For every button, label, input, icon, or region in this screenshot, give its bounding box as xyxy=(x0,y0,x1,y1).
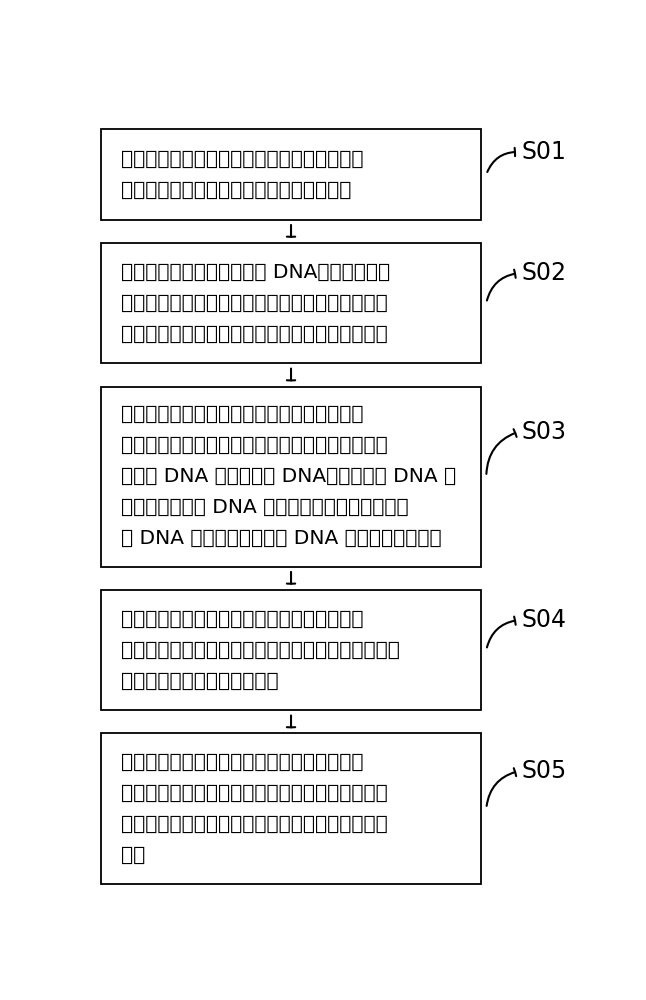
Bar xyxy=(101,733,481,884)
Text: 含有星型胶质细胞和小胶质细胞的细胞悬浮液
从进液孔输送至石英管内，然后在脑微血管内皮细
胞单层的表面进行黏附生长，得到血脑屏障体外模
型。: 含有星型胶质细胞和小胶质细胞的细胞悬浮液 从进液孔输送至石英管内，然后在脑微血管… xyxy=(121,753,388,865)
Text: 提供两端开口的石英管，石英管的侧壁上端设
有进液孔，石英管的侧壁下端设有出液孔；: 提供两端开口的石英管，石英管的侧壁上端设 有进液孔，石英管的侧壁下端设有出液孔； xyxy=(121,150,363,200)
Text: S05: S05 xyxy=(521,759,567,783)
Bar xyxy=(101,243,481,363)
Bar xyxy=(101,129,481,220)
Bar xyxy=(101,387,481,567)
Text: 提供脑微血管内皮细胞悬液，其中至少部分脑
微血管内皮细胞的细胞膜表面的不同位置修饰有第
二单链 DNA 和第三单链 DNA，第一单链 DNA 的
碱基和第二单链: 提供脑微血管内皮细胞悬液，其中至少部分脑 微血管内皮细胞的细胞膜表面的不同位置修… xyxy=(121,405,456,548)
Text: S01: S01 xyxy=(521,140,566,164)
Text: S03: S03 xyxy=(521,420,567,444)
Text: 将脑微血管内皮细胞悬液从进液孔输送至石英
管内，在超声压力复合场条件下进行细胞培养处理，
形成脑微血管内皮细胞单层；: 将脑微血管内皮细胞悬液从进液孔输送至石英 管内，在超声压力复合场条件下进行细胞培… xyxy=(121,610,400,691)
Text: S02: S02 xyxy=(521,261,567,285)
Bar xyxy=(101,590,481,710)
Text: S04: S04 xyxy=(521,608,567,632)
Text: 将石英管内壁连接第一单链 DNA，然后将石英
管的两端分别用第一陶瓷导电凝胶层和第二陶瓷导
电凝胶层密封，使石英管内形成超声压力复合场；: 将石英管内壁连接第一单链 DNA，然后将石英 管的两端分别用第一陶瓷导电凝胶层和… xyxy=(121,263,390,344)
